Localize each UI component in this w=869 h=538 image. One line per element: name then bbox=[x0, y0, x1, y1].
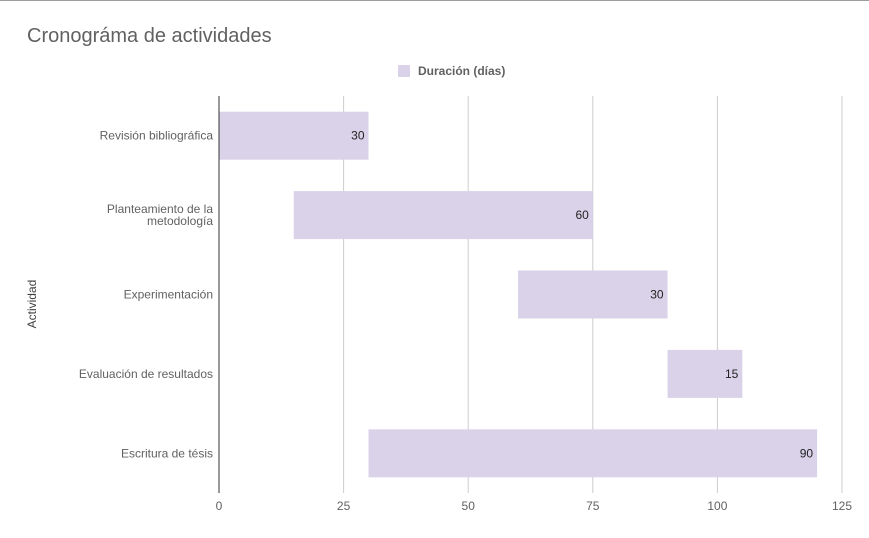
data-label: 15 bbox=[725, 367, 739, 381]
data-label: 60 bbox=[575, 208, 589, 222]
y-tick-label-line: Planteamiento de la bbox=[107, 202, 213, 216]
y-axis-title: Actividad bbox=[25, 280, 39, 329]
x-tick-label: 125 bbox=[832, 499, 852, 513]
legend-label: Duración (días) bbox=[418, 64, 506, 78]
bar bbox=[219, 111, 369, 160]
top-border bbox=[0, 0, 869, 1]
y-tick-label-line: Experimentación bbox=[124, 288, 213, 302]
y-tick-label-line: Escritura de tésis bbox=[121, 446, 213, 460]
bar bbox=[368, 429, 818, 478]
y-tick-label: Revisión bibliográfica bbox=[100, 129, 214, 143]
y-tick-label-line: Revisión bibliográfica bbox=[100, 129, 214, 143]
y-tick-label: Planteamiento de la metodología bbox=[107, 202, 213, 228]
data-label: 30 bbox=[650, 288, 664, 302]
data-label: 30 bbox=[351, 129, 365, 143]
data-label: 90 bbox=[800, 446, 814, 460]
x-tick-label: 50 bbox=[462, 499, 476, 513]
y-tick-label-line: Evaluación de resultados bbox=[79, 367, 213, 381]
y-tick-label-line: metodología bbox=[147, 214, 213, 228]
y-tick-label: Experimentación bbox=[124, 288, 213, 302]
y-tick-label: Escritura de tésis bbox=[121, 446, 213, 460]
x-tick-label: 100 bbox=[707, 499, 727, 513]
y-tick-label: Evaluación de resultados bbox=[79, 367, 213, 381]
chart-title: Cronográma de actividades bbox=[27, 25, 272, 47]
bar bbox=[667, 349, 743, 398]
x-tick-label: 25 bbox=[337, 499, 351, 513]
x-tick-label: 75 bbox=[586, 499, 600, 513]
bar bbox=[293, 191, 593, 240]
legend-swatch bbox=[398, 65, 410, 77]
legend: Duración (días) bbox=[398, 64, 505, 78]
bar bbox=[518, 270, 668, 319]
x-tick-label: 0 bbox=[216, 499, 223, 513]
